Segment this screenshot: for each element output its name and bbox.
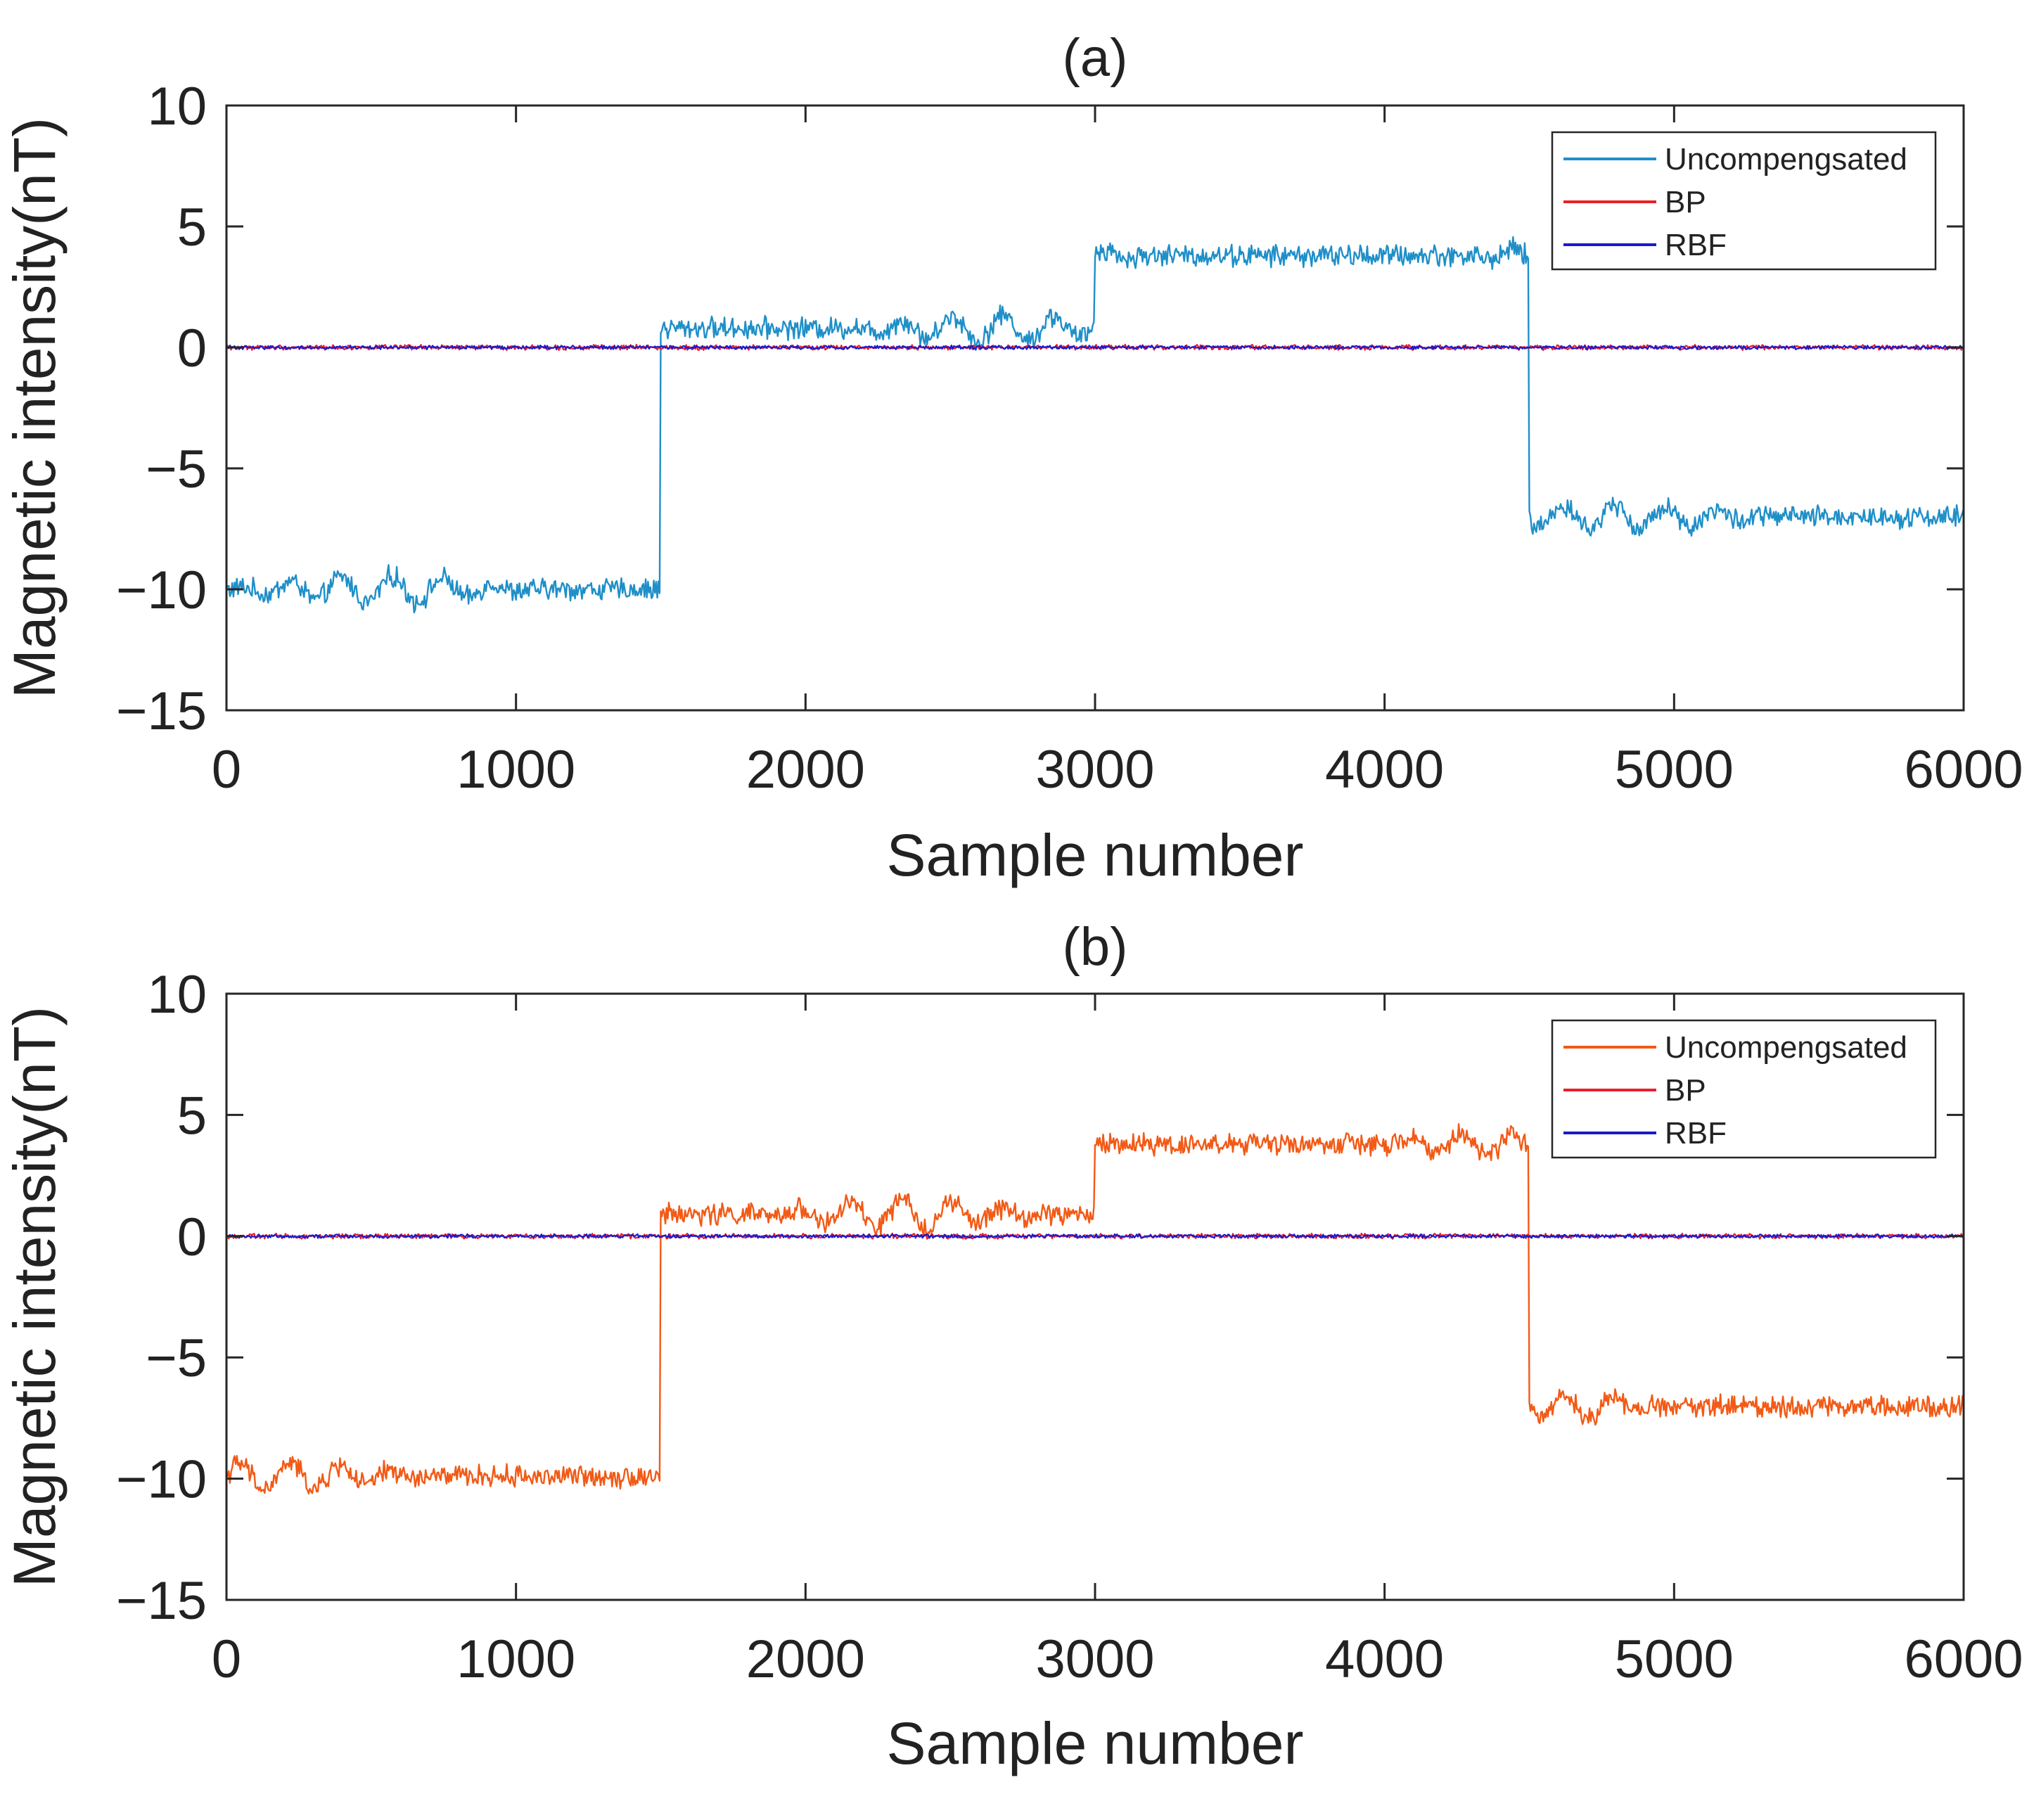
x-tick-label: 3000: [1035, 1629, 1154, 1689]
legend-label-uncompengsated: Uncompengsated: [1665, 1030, 1907, 1065]
legend-label-bp: BP: [1665, 1073, 1706, 1108]
x-tick-label: 4000: [1325, 740, 1444, 800]
y-tick-label: −15: [116, 1571, 207, 1631]
x-tick-label: 6000: [1904, 740, 2023, 800]
x-tick-label: 1000: [456, 740, 575, 800]
x-tick-label: 6000: [1904, 1629, 2023, 1689]
chart-title: (b): [1063, 917, 1128, 977]
y-tick-label: 0: [177, 319, 207, 378]
x-tick-label: 1000: [456, 1629, 575, 1689]
x-tick-label: 4000: [1325, 1629, 1444, 1689]
legend-label-rbf: RBF: [1665, 1116, 1727, 1151]
chart-panel-b: 0 1000 2000 3000 4000 5000 6000 10 5 0 −5 −10 −15 (b)…: [1, 917, 2023, 1776]
x-tick-label: 0: [212, 1629, 241, 1689]
chart-panel-a: 0 1000 2000 3000 4000 5000 6000 10 5 0 −5 −10 −15 (a)…: [1, 28, 2023, 888]
x-tick-label: 0: [212, 740, 241, 800]
y-tick-label: 10: [147, 965, 207, 1025]
y-tick-label: −10: [116, 560, 207, 620]
x-tick-label: 3000: [1035, 740, 1154, 800]
y-tick-label: 5: [177, 1086, 207, 1146]
y-tick-label: −5: [146, 1328, 207, 1388]
series-group: [226, 1123, 1964, 1495]
y-tick-label: −5: [146, 440, 207, 499]
chart-title: (a): [1063, 28, 1128, 88]
series-line-rbf: [226, 344, 1964, 351]
legend-label-uncompengsated: Uncompengsated: [1665, 142, 1907, 177]
series-line-rbf: [226, 1233, 1964, 1239]
x-tick-label: 5000: [1615, 1629, 1734, 1689]
x-tick-label: 2000: [746, 1629, 865, 1689]
y-axis-label: Magnetic intensity(nT): [1, 117, 68, 698]
series-group: [226, 236, 1964, 614]
series-line-uncompengsated: [226, 1123, 1964, 1495]
legend-label-rbf: RBF: [1665, 228, 1727, 262]
legend: Uncompengsated BP RBF: [1551, 1019, 1937, 1159]
series-line-uncompengsated: [226, 236, 1964, 614]
y-tick-label: −10: [116, 1450, 207, 1510]
y-tick-label: −15: [116, 681, 207, 741]
legend-label-bp: BP: [1665, 185, 1706, 219]
x-axis-label: Sample number: [887, 822, 1304, 888]
y-tick-label: 10: [147, 77, 207, 136]
y-tick-label: 5: [177, 198, 207, 257]
y-tick-label: 0: [177, 1207, 207, 1267]
x-axis-label: Sample number: [887, 1710, 1304, 1776]
y-axis-label: Magnetic intensity(nT): [1, 1006, 68, 1587]
x-tick-label: 5000: [1615, 740, 1734, 800]
x-tick-label: 2000: [746, 740, 865, 800]
legend: Uncompengsated BP RBF: [1551, 131, 1937, 271]
